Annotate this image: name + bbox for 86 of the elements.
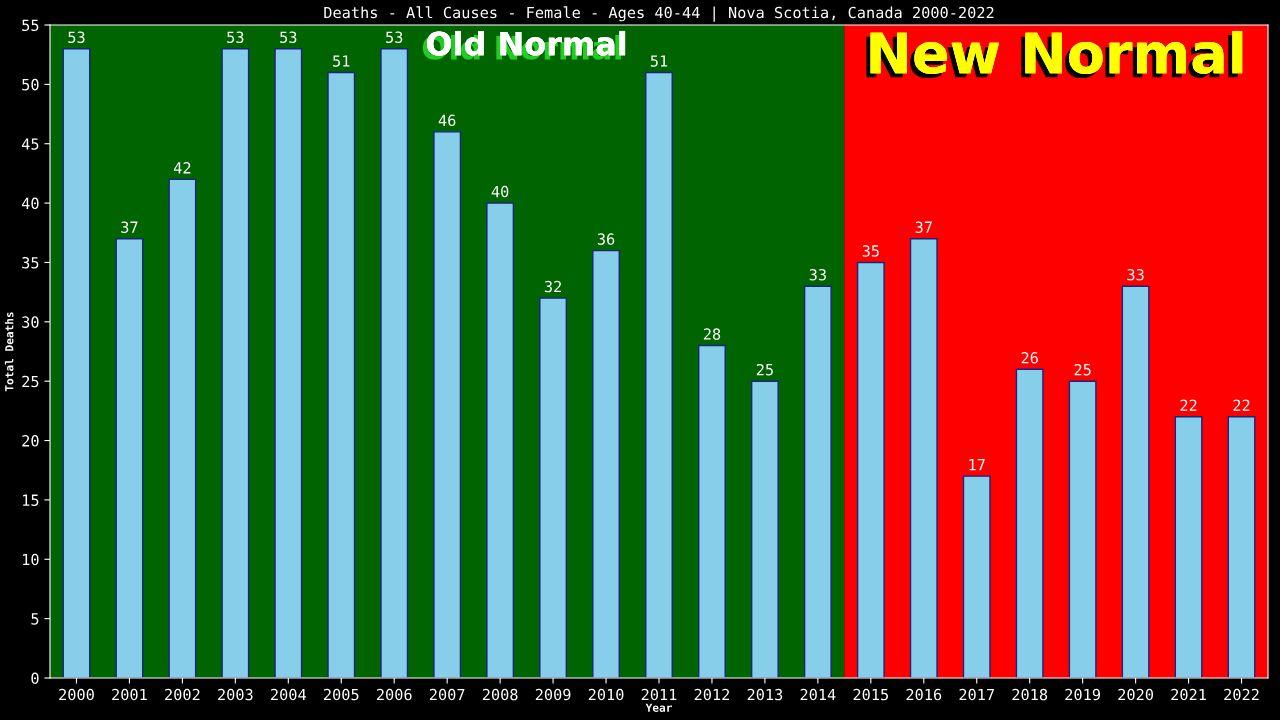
bar — [168, 178, 197, 678]
y-tick-label: 25 — [22, 375, 39, 388]
x-tick-label: 2013 — [747, 688, 783, 701]
x-tick-label: 2008 — [482, 688, 518, 701]
x-tick-label: 2007 — [429, 688, 465, 701]
data-label: 33 — [809, 268, 826, 281]
bar — [62, 48, 91, 678]
bar — [962, 475, 991, 678]
x-tick-label: 2012 — [694, 688, 730, 701]
x-tick-label: 2022 — [1224, 688, 1259, 701]
data-label: 32 — [544, 280, 561, 293]
band-label: New Normal — [866, 30, 1243, 79]
x-tick-label: 2020 — [1118, 688, 1154, 701]
bar — [327, 71, 356, 678]
bar — [856, 261, 885, 678]
y-tick-label: 45 — [21, 138, 39, 150]
bar — [433, 131, 462, 678]
bar — [274, 48, 303, 678]
data-label: 53 — [227, 31, 244, 44]
bar — [486, 202, 515, 678]
x-tick-label: 2001 — [112, 688, 147, 701]
data-label: 51 — [650, 55, 668, 67]
chart-title: Deaths - All Causes - Female - Ages 40-44 | Nova Scotia, Canada 2000-2022 — [324, 6, 994, 22]
y-tick-label: 5 — [31, 613, 39, 625]
x-tick-label: 2009 — [535, 688, 571, 701]
x-tick-label: 2003 — [218, 688, 253, 701]
data-label: 46 — [438, 114, 456, 127]
x-tick-label: 2016 — [906, 688, 942, 701]
x-tick-label: 2021 — [1171, 688, 1206, 701]
bar — [539, 297, 568, 678]
x-tick-label: 2014 — [800, 688, 836, 701]
data-label: 37 — [915, 221, 932, 233]
bar — [750, 380, 779, 678]
bar — [221, 48, 250, 678]
bar — [698, 344, 726, 678]
data-label: 53 — [386, 31, 403, 44]
x-tick-label: 2002 — [165, 688, 200, 701]
data-label: 33 — [1127, 268, 1144, 281]
data-label: 35 — [862, 245, 879, 257]
data-label: 42 — [173, 162, 191, 174]
bar — [803, 285, 832, 678]
x-tick-label: 2004 — [271, 688, 306, 701]
bar — [380, 48, 409, 678]
band-label: Old Normal — [422, 30, 626, 60]
y-axis-title: Total Deaths — [4, 312, 14, 392]
x-tick-label: 2017 — [959, 688, 994, 701]
data-label: 28 — [703, 328, 721, 340]
bar — [1015, 368, 1044, 678]
y-tick-label: 10 — [23, 553, 39, 566]
data-label: 37 — [121, 221, 138, 233]
y-tick-label: 40 — [21, 197, 39, 210]
x-tick-label: 2018 — [1012, 688, 1048, 701]
x-tick-label: 2010 — [588, 688, 624, 701]
bar — [115, 238, 144, 678]
data-label: 51 — [333, 55, 350, 67]
data-label: 22 — [1233, 399, 1250, 411]
y-tick-label: 20 — [22, 435, 39, 447]
y-tick-label: 15 — [23, 494, 39, 506]
x-tick-label: 2011 — [641, 688, 677, 701]
data-label: 53 — [280, 31, 297, 44]
x-tick-label: 2000 — [59, 688, 94, 701]
y-tick-label: 30 — [22, 316, 39, 328]
data-label: 40 — [491, 185, 509, 198]
bar — [645, 71, 673, 678]
bar — [1121, 285, 1150, 678]
data-label: 36 — [597, 233, 615, 245]
data-label: 53 — [68, 31, 85, 44]
data-label: 17 — [969, 459, 985, 471]
x-tick-label: 2015 — [853, 688, 888, 701]
bar — [1174, 416, 1203, 678]
x-axis-title: Year — [645, 703, 672, 712]
y-tick-label: 0 — [31, 672, 39, 685]
bar — [592, 249, 620, 678]
data-label: 26 — [1021, 352, 1038, 364]
y-tick-label: 35 — [22, 256, 39, 269]
data-label: 25 — [1074, 363, 1091, 376]
x-tick-label: 2019 — [1065, 688, 1101, 701]
x-tick-label: 2005 — [324, 688, 359, 701]
bar — [1068, 380, 1097, 678]
data-label: 22 — [1180, 399, 1197, 411]
x-tick-label: 2006 — [376, 688, 412, 701]
y-tick-label: 55 — [22, 19, 39, 32]
bar — [909, 238, 938, 678]
data-label: 25 — [756, 363, 773, 376]
bar — [1227, 416, 1256, 678]
y-tick-label: 50 — [22, 78, 39, 91]
